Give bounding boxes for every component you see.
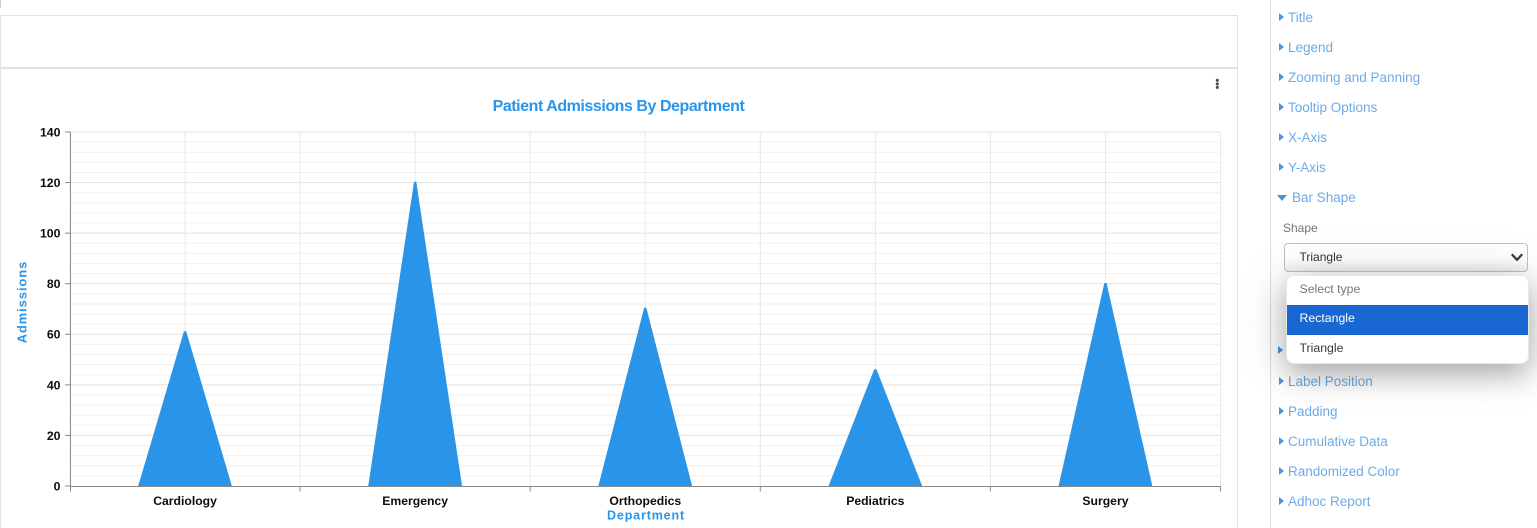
svg-text:0: 0 — [54, 479, 61, 493]
svg-text:100: 100 — [40, 227, 61, 241]
svg-text:60: 60 — [47, 328, 61, 342]
svg-text:Pediatrics: Pediatrics — [846, 494, 904, 508]
svg-text:Cardiology: Cardiology — [153, 494, 217, 508]
svg-text:20: 20 — [47, 429, 61, 443]
svg-text:Surgery: Surgery — [1082, 494, 1128, 508]
svg-text:40: 40 — [47, 378, 61, 392]
svg-text:Admissions: Admissions — [15, 261, 30, 344]
svg-text:140: 140 — [40, 125, 61, 139]
svg-text:Department: Department — [607, 509, 685, 523]
svg-text:Orthopedics: Orthopedics — [609, 494, 681, 508]
svg-text:Emergency: Emergency — [382, 494, 448, 508]
svg-text:Patient Admissions By Departme: Patient Admissions By Department — [493, 98, 746, 115]
svg-text:120: 120 — [40, 176, 61, 190]
svg-text:80: 80 — [47, 277, 61, 291]
